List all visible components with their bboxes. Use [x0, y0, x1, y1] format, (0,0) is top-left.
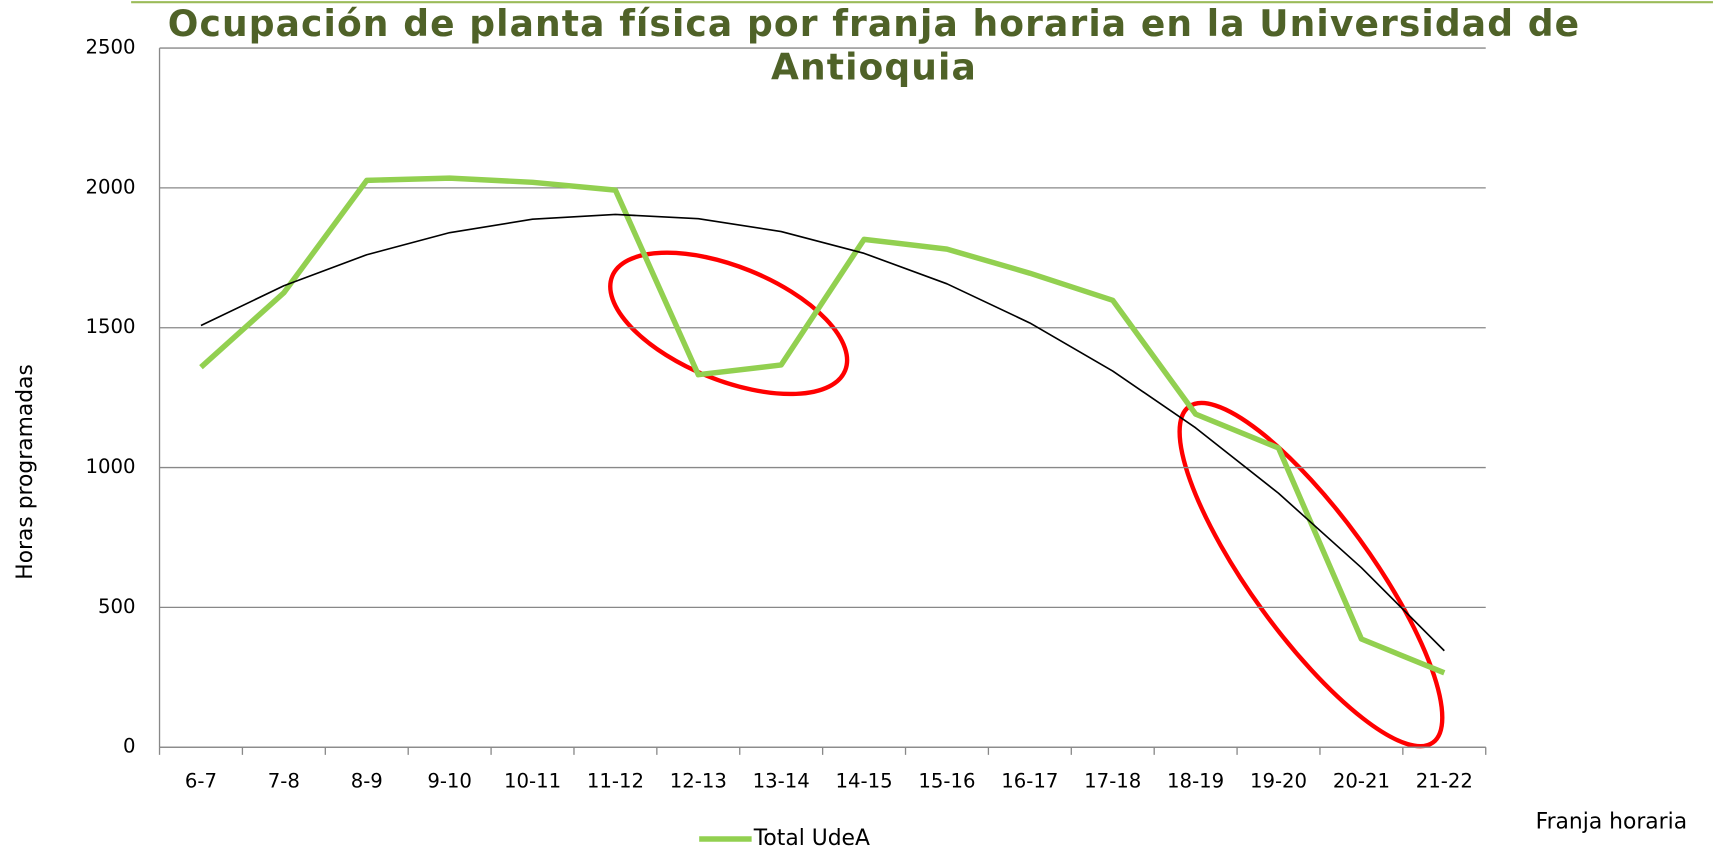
chart-title: Ocupación de planta física por franja ho…: [167, 2, 1581, 89]
x-tick-label: 10-11: [504, 770, 561, 793]
x-tick-label: 8-9: [351, 770, 383, 793]
y-tick-label: 1000: [85, 455, 135, 478]
x-tick-label: 18-19: [1167, 770, 1224, 793]
x-tick-label: 9-10: [427, 770, 472, 793]
y-tick-label: 2000: [85, 175, 135, 198]
x-tick-label: 16-17: [1001, 770, 1058, 793]
y-tick-label: 0: [123, 735, 136, 758]
x-tick-label: 14-15: [836, 770, 893, 793]
x-tick-label: 17-18: [1084, 770, 1141, 793]
x-axis-label: Franja horaria: [1536, 810, 1688, 835]
x-tick-label: 21-22: [1416, 770, 1473, 793]
x-tick-label: 6-7: [185, 770, 217, 793]
title-box: Ocupación de planta física por franja ho…: [167, 2, 1581, 89]
x-tick-label: 15-16: [918, 770, 975, 793]
y-axis-label: Horas programadas: [13, 364, 38, 580]
x-tick-label: 13-14: [753, 770, 810, 793]
x-tick-label: 12-13: [670, 770, 727, 793]
series-line: [199, 175, 1446, 676]
highlight-ellipse: [1177, 400, 1445, 749]
trend-line: [200, 213, 1445, 652]
x-tick-label: 19-20: [1250, 770, 1307, 793]
y-tick-label: 2500: [85, 36, 135, 59]
y-tick-label: 500: [98, 595, 136, 618]
legend-label: Total UdeA: [753, 826, 870, 851]
highlight-ellipse: [608, 250, 850, 397]
y-tick-label: 1500: [85, 315, 135, 338]
x-tick-label: 7-8: [268, 770, 300, 793]
x-tick-label: 20-21: [1333, 770, 1390, 793]
x-tick-label: 11-12: [587, 770, 644, 793]
